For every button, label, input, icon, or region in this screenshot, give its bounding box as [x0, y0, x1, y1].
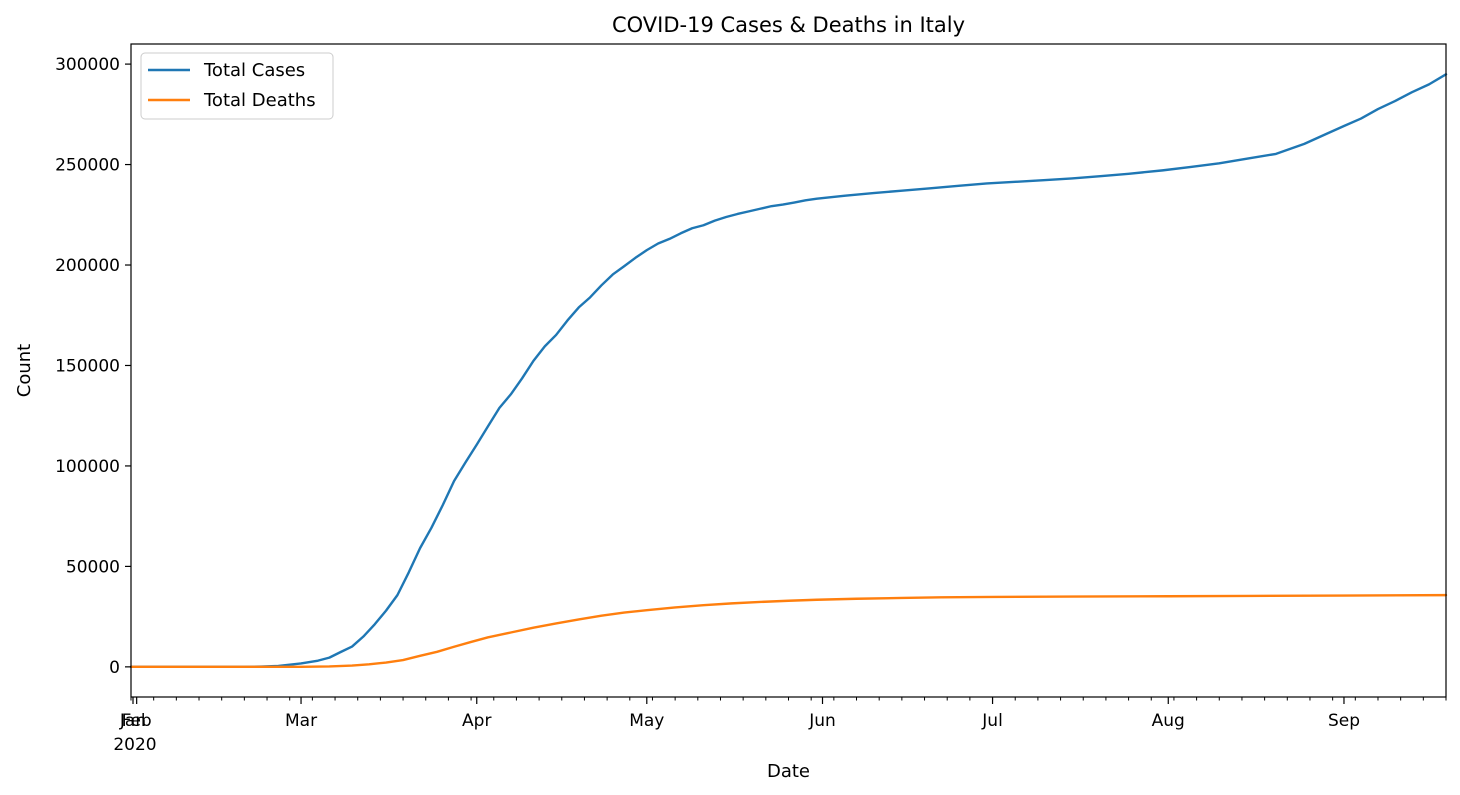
legend-label: Total Deaths: [203, 90, 316, 111]
legend-label: Total Cases: [203, 60, 305, 81]
x-axis: Jan 2020 Feb Mar Apr May Jun Jul Aug Sep: [113, 697, 1447, 755]
y-axis-title: Count: [14, 344, 35, 397]
y-tick-label: 50000: [66, 557, 120, 577]
y-tick-label: 100000: [55, 457, 120, 477]
axes-frame: [130, 43, 1447, 698]
x-year-label: 2020: [113, 735, 156, 755]
x-axis-title: Date: [767, 761, 810, 782]
chart-title: COVID-19 Cases & Deaths in Italy: [612, 13, 965, 37]
x-tick-label: May: [629, 711, 664, 731]
y-tick-label: 150000: [55, 356, 120, 376]
y-axis: 0 50000 100000 150000 200000 250000 300000: [55, 55, 131, 678]
y-tick-label: 300000: [55, 55, 120, 75]
series-line-total-deaths: [129, 593, 1448, 669]
series-line-total-cases: [129, 73, 1448, 669]
x-tick-label: Mar: [285, 711, 317, 731]
x-tick-label: Jul: [981, 711, 1003, 731]
x-tick-label: Feb: [122, 711, 152, 731]
x-tick-label: Apr: [462, 711, 491, 731]
y-tick-label: 200000: [55, 256, 120, 276]
x-tick-label: Jun: [808, 711, 836, 731]
x-tick-label: Sep: [1328, 711, 1360, 731]
series-layer: [129, 73, 1448, 669]
y-tick-label: 0: [109, 658, 120, 678]
x-tick-label: Aug: [1152, 711, 1185, 731]
x-tick-label: Jan: [119, 711, 146, 731]
legend: Total Cases Total Deaths: [140, 52, 334, 120]
y-tick-label: 250000: [55, 156, 120, 176]
